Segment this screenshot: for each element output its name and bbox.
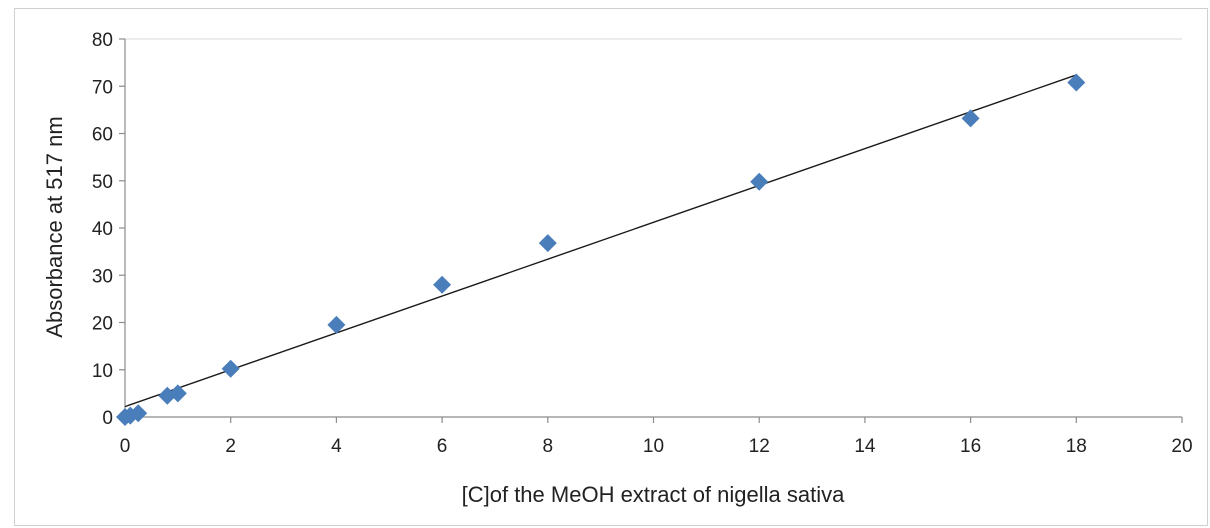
y-tick-label: 30	[92, 266, 113, 287]
y-tick-label: 20	[92, 314, 113, 335]
x-tick-label: 0	[120, 436, 131, 457]
y-axis-ticks: 0 10 20 30 40 50 60 70 80	[92, 30, 125, 429]
y-tick-label: 80	[92, 30, 113, 51]
x-tick-label: 16	[960, 436, 981, 457]
y-tick-label: 10	[92, 361, 113, 382]
x-tick-label: 14	[854, 436, 876, 457]
y-axis-title: Absorbance at 517 nm	[42, 116, 67, 337]
data-point-marker	[961, 109, 980, 128]
y-tick-label: 60	[92, 125, 113, 146]
chart-frame	[14, 8, 1208, 526]
data-point-marker	[750, 172, 769, 191]
data-point-marker	[538, 234, 557, 253]
x-tick-label: 20	[1171, 436, 1192, 457]
data-point-marker	[1067, 73, 1086, 92]
data-point-marker	[129, 404, 148, 423]
x-tick-label: 10	[643, 436, 664, 457]
y-tick-label: 40	[92, 219, 113, 240]
data-point-marker	[433, 275, 452, 294]
x-tick-label: 4	[331, 436, 342, 457]
data-point-marker	[327, 315, 346, 334]
y-tick-label: 0	[102, 408, 113, 429]
y-tick-label: 70	[92, 77, 113, 98]
x-tick-label: 8	[543, 436, 554, 457]
x-tick-label: 6	[437, 436, 448, 457]
data-point-marker	[168, 384, 187, 403]
x-axis-title: [C]of the MeOH extract of nigella sativa	[462, 482, 845, 507]
x-tick-label: 18	[1066, 436, 1087, 457]
data-points	[116, 73, 1086, 426]
y-tick-label: 50	[92, 172, 113, 193]
linear-trendline	[124, 74, 1077, 408]
x-tick-label: 2	[225, 436, 236, 457]
x-tick-label: 12	[749, 436, 770, 457]
data-point-marker	[221, 359, 240, 378]
x-axis-ticks: 0 2 4 6 8 10 12 14 16 18 20	[120, 417, 1193, 457]
